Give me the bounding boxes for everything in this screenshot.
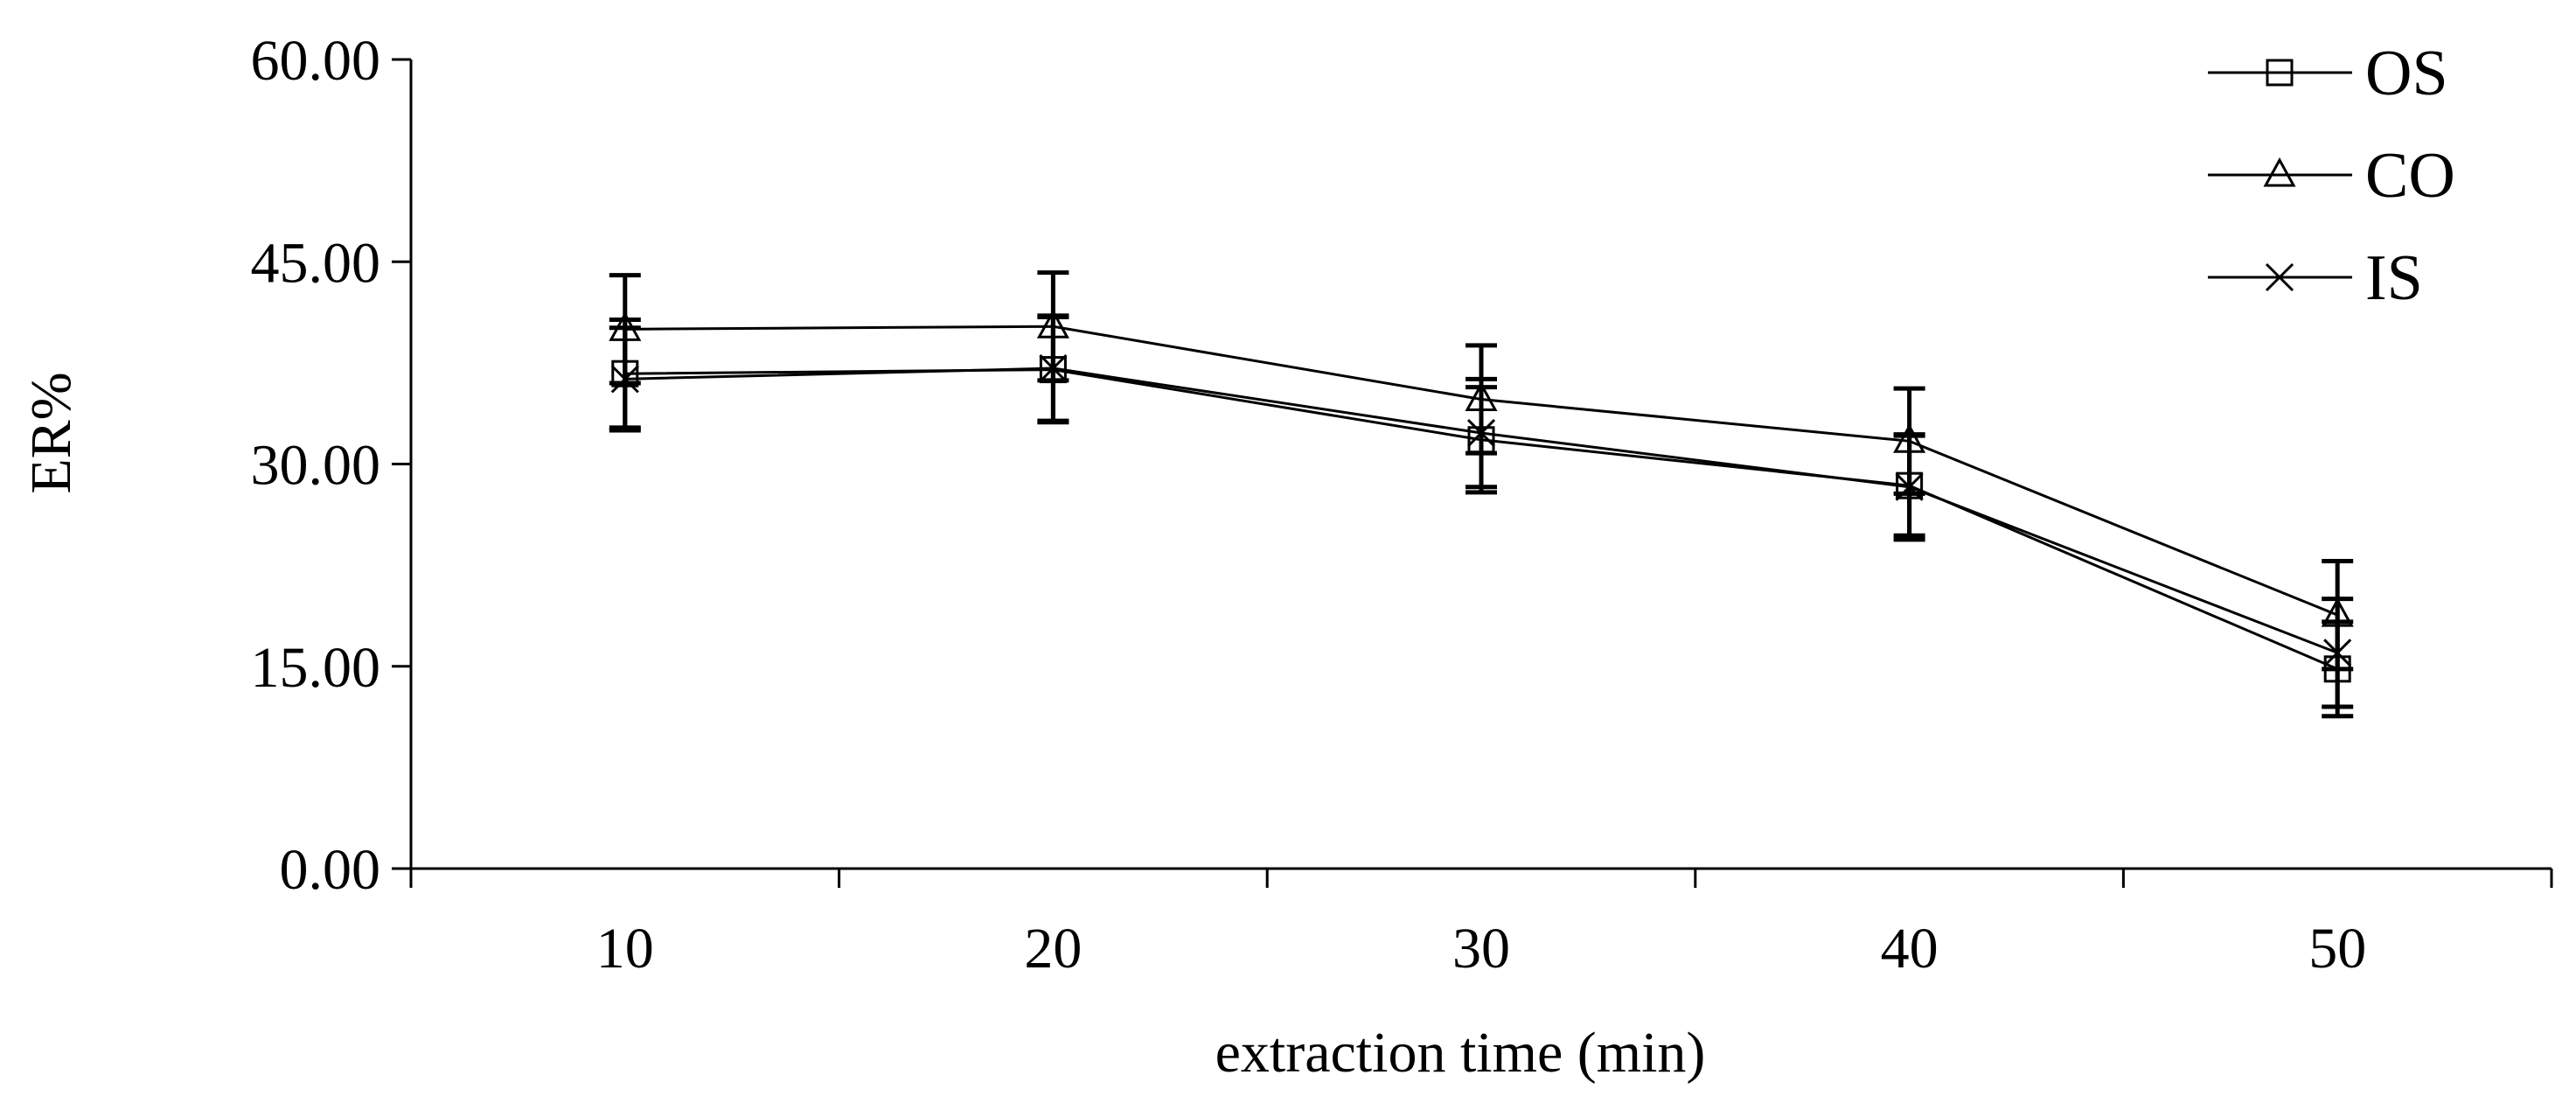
data-point-is bbox=[1039, 353, 1068, 383]
marker-x-stroke bbox=[1895, 472, 1924, 501]
series-is bbox=[609, 313, 2354, 709]
legend: OS CO IS bbox=[2208, 38, 2455, 314]
axes: 0.00 15.00 30.00 45.00 60.00 10 20 30 40 50 bbox=[251, 29, 2553, 981]
legend-marker-is bbox=[2265, 262, 2294, 292]
x-tick-label: 40 bbox=[1881, 917, 1939, 981]
marker-x-stroke bbox=[2265, 262, 2294, 292]
legend-marker-co bbox=[2263, 157, 2296, 187]
y-tick-label: 30.00 bbox=[251, 434, 381, 498]
legend-label-co: CO bbox=[2365, 140, 2455, 212]
x-tick-label: 20 bbox=[1024, 917, 1082, 981]
marker-x-stroke bbox=[1466, 418, 1496, 448]
data-point-is bbox=[2323, 639, 2352, 667]
x-tick-label: 30 bbox=[1452, 917, 1510, 981]
legend-item-is: IS bbox=[2208, 242, 2423, 314]
legend-marker-os bbox=[2266, 59, 2294, 87]
data-point-is bbox=[1895, 472, 1924, 501]
y-axis-title: ER% bbox=[19, 372, 83, 493]
series-layer bbox=[609, 270, 2354, 719]
legend-item-co: CO bbox=[2208, 140, 2455, 212]
y-tick-label: 60.00 bbox=[251, 29, 381, 93]
legend-item-os: OS bbox=[2208, 38, 2448, 109]
legend-label-is: IS bbox=[2365, 242, 2423, 314]
marker-x-stroke bbox=[610, 365, 639, 394]
data-point-is bbox=[610, 365, 639, 394]
x-tick-label: 10 bbox=[596, 917, 654, 981]
marker-x-stroke bbox=[2323, 639, 2352, 667]
legend-label-os: OS bbox=[2365, 38, 2448, 109]
marker-x-stroke bbox=[1039, 353, 1068, 383]
y-tick-label: 45.00 bbox=[251, 231, 381, 295]
x-tick-label: 50 bbox=[2308, 917, 2366, 981]
y-tick-label: 15.00 bbox=[251, 636, 381, 700]
y-tick-label: 0.00 bbox=[280, 838, 381, 902]
x-axis-title: extraction time (min) bbox=[1215, 1021, 1706, 1085]
data-point-is bbox=[1466, 418, 1496, 448]
